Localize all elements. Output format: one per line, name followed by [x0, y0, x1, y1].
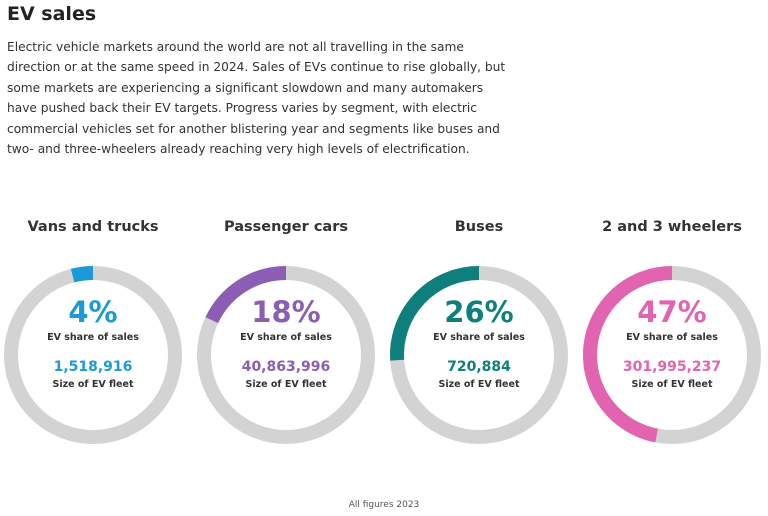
share-value: 47%	[637, 295, 707, 329]
fleet-label: Size of EV fleet	[438, 379, 520, 390]
donut-chart: 4% EV share of sales 1,518,916 Size of E…	[0, 262, 186, 448]
share-label: EV share of sales	[240, 332, 332, 343]
chart-panel-2-3-wheelers: 2 and 3 wheelers 47% EV share of sales 3…	[579, 215, 765, 448]
donut-arc	[205, 266, 287, 324]
chart-panel-passenger-cars: Passenger cars 18% EV share of sales 40,…	[193, 215, 379, 448]
donut-chart: 47% EV share of sales 301,995,237 Size o…	[579, 262, 765, 448]
share-value: 4%	[68, 295, 118, 329]
chart-title: 2 and 3 wheelers	[602, 219, 742, 235]
fleet-label: Size of EV fleet	[245, 379, 327, 390]
share-label: EV share of sales	[433, 332, 525, 343]
share-value: 26%	[444, 295, 514, 329]
share-label: EV share of sales	[626, 332, 718, 343]
fleet-label: Size of EV fleet	[631, 379, 713, 390]
fleet-value: 1,518,916	[53, 359, 133, 375]
page-title: EV sales	[7, 3, 97, 25]
footnote: All figures 2023	[348, 500, 420, 510]
donut-chart: 18% EV share of sales 40,863,996 Size of…	[193, 262, 379, 448]
donut-arc	[390, 266, 480, 361]
share-label: EV share of sales	[47, 332, 139, 343]
chart-panel-vans-trucks: Vans and trucks 4% EV share of sales 1,5…	[0, 215, 186, 448]
chart-panel-buses: Buses 26% EV share of sales 720,884 Size…	[386, 215, 572, 448]
fleet-value: 720,884	[447, 359, 511, 375]
donut-arc	[583, 266, 673, 443]
chart-title: Vans and trucks	[27, 219, 159, 235]
chart-title: Passenger cars	[223, 219, 348, 235]
share-value: 18%	[251, 295, 321, 329]
donut-chart: 26% EV share of sales 720,884 Size of EV…	[386, 262, 572, 448]
donut-arc	[70, 266, 94, 283]
fleet-value: 40,863,996	[241, 359, 331, 375]
chart-title: Buses	[454, 219, 504, 235]
intro-paragraph: Electric vehicle markets around the worl…	[7, 40, 506, 157]
fleet-label: Size of EV fleet	[52, 379, 134, 390]
fleet-value: 301,995,237	[622, 359, 722, 375]
